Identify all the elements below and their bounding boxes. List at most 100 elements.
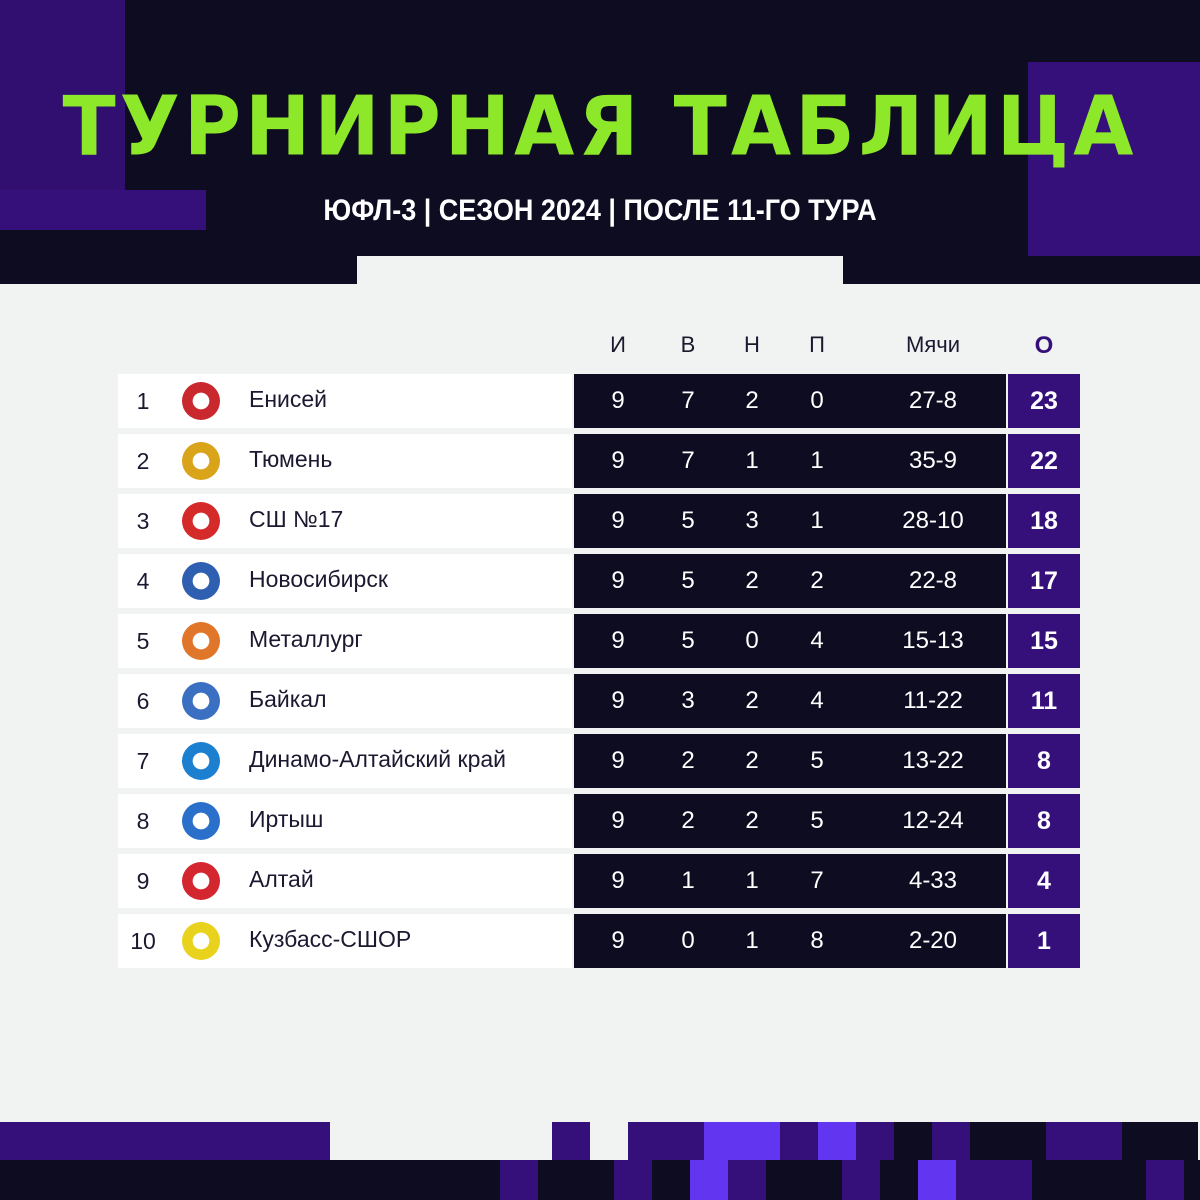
decor-block [0,0,125,190]
played: 9 [611,927,625,954]
position: 7 [136,748,150,774]
position: 10 [130,928,156,954]
team-name: Новосибирск [249,566,388,592]
goals: 35-9 [908,447,958,474]
points-cell [1008,434,1080,488]
decor-tile [0,1122,330,1160]
decor-tile [1070,1160,1108,1200]
goals: 22-8 [908,567,958,594]
decor-tile [552,1122,590,1160]
position: 8 [136,808,150,834]
drawn: 2 [745,387,759,414]
decor-tile [1046,1122,1084,1160]
team-name: Алтай [249,866,314,892]
decor-tile [628,1122,666,1160]
drawn: 1 [745,867,759,894]
header-won: В [680,332,696,357]
points-cell [1008,374,1080,428]
table-row: 1 Енисей 9 7 2 0 27-8 23 [118,374,1080,428]
decor-tile [0,1160,552,1200]
table-row: 8 Иртыш 9 2 2 5 12-24 8 [118,794,1080,848]
table-row: 10 Кузбасс-СШОР 9 0 1 8 2-20 1 [118,914,1080,968]
decor-block [1028,62,1200,256]
decor-tile [842,1160,880,1200]
decor-tile [742,1122,780,1160]
header-drawn: Н [744,332,760,357]
decor-tile [994,1160,1032,1200]
goals: 11-22 [903,687,963,714]
drawn: 1 [745,447,759,474]
team-logo-icon [182,862,220,900]
page-subtitle: ЮФЛ-3 | СЕЗОН 2024 | ПОСЛЕ 11-ГО ТУРА [323,194,877,227]
drawn: 2 [745,567,759,594]
team-logo-icon [182,502,220,540]
points-cell [1008,794,1080,848]
position: 1 [136,388,150,414]
team-logo-icon [182,682,220,720]
stats-cell [574,434,1006,488]
drawn: 0 [745,627,759,654]
goals: 28-10 [902,507,964,534]
decor-tile [690,1160,728,1200]
decor-tile [1146,1160,1184,1200]
stats-cell [574,614,1006,668]
won: 3 [681,687,695,714]
lost: 8 [810,927,824,954]
lost: 7 [810,867,824,894]
decor-tile [918,1160,956,1200]
decor-tile [1160,1122,1198,1160]
points-cell [1008,554,1080,608]
decor-tile [614,1160,652,1200]
played: 9 [611,687,625,714]
goals: 2-20 [908,927,958,954]
position: 9 [136,868,150,894]
decor-tile [500,1160,538,1200]
played: 9 [611,747,625,774]
points-cell [1008,854,1080,908]
won: 7 [681,447,695,474]
team-logo-icon [182,802,220,840]
team-name: Байкал [249,686,327,712]
won: 5 [681,507,695,534]
points: 18 [1030,507,1058,535]
points: 1 [1037,927,1051,955]
decor-tile [1184,1160,1200,1200]
goals: 12-24 [902,807,964,834]
decor-tile [652,1160,690,1200]
played: 9 [611,627,625,654]
lost: 0 [810,387,824,414]
decor-tile [666,1122,704,1160]
page-title: ТУРНИРНАЯ ТАБЛИЦА [62,79,1138,175]
team-logo-icon [182,742,220,780]
points: 11 [1030,687,1058,715]
decor-tile [1008,1122,1046,1160]
goals: 15-13 [902,627,964,654]
header-played: И [610,332,626,357]
stats-cell [574,914,1006,968]
header-banner [0,0,1200,284]
table-row: 4 Новосибирск 9 5 2 2 22-8 17 [118,554,1080,608]
team-logo-icon [182,922,220,960]
position: 6 [136,688,150,714]
points-cell [1008,614,1080,668]
goals: 4-33 [908,867,958,894]
header-points: О [1034,332,1054,359]
position: 3 [136,508,150,534]
decor-tile [894,1122,932,1160]
points-cell [1008,734,1080,788]
team-logo-icon [182,442,220,480]
decor-tile [1108,1160,1146,1200]
stats-cell [574,374,1006,428]
team-name: Тюмень [249,446,333,472]
decor-tile [1084,1122,1122,1160]
points: 8 [1037,747,1051,775]
stats-cell [574,494,1006,548]
decor-tile [880,1160,918,1200]
position: 5 [136,628,150,654]
decor-block [357,256,843,286]
played: 9 [611,387,625,414]
decor-tile [1032,1160,1070,1200]
drawn: 3 [745,507,759,534]
table-row: 6 Байкал 9 3 2 4 11-22 11 [118,674,1080,728]
stats-cell [574,734,1006,788]
